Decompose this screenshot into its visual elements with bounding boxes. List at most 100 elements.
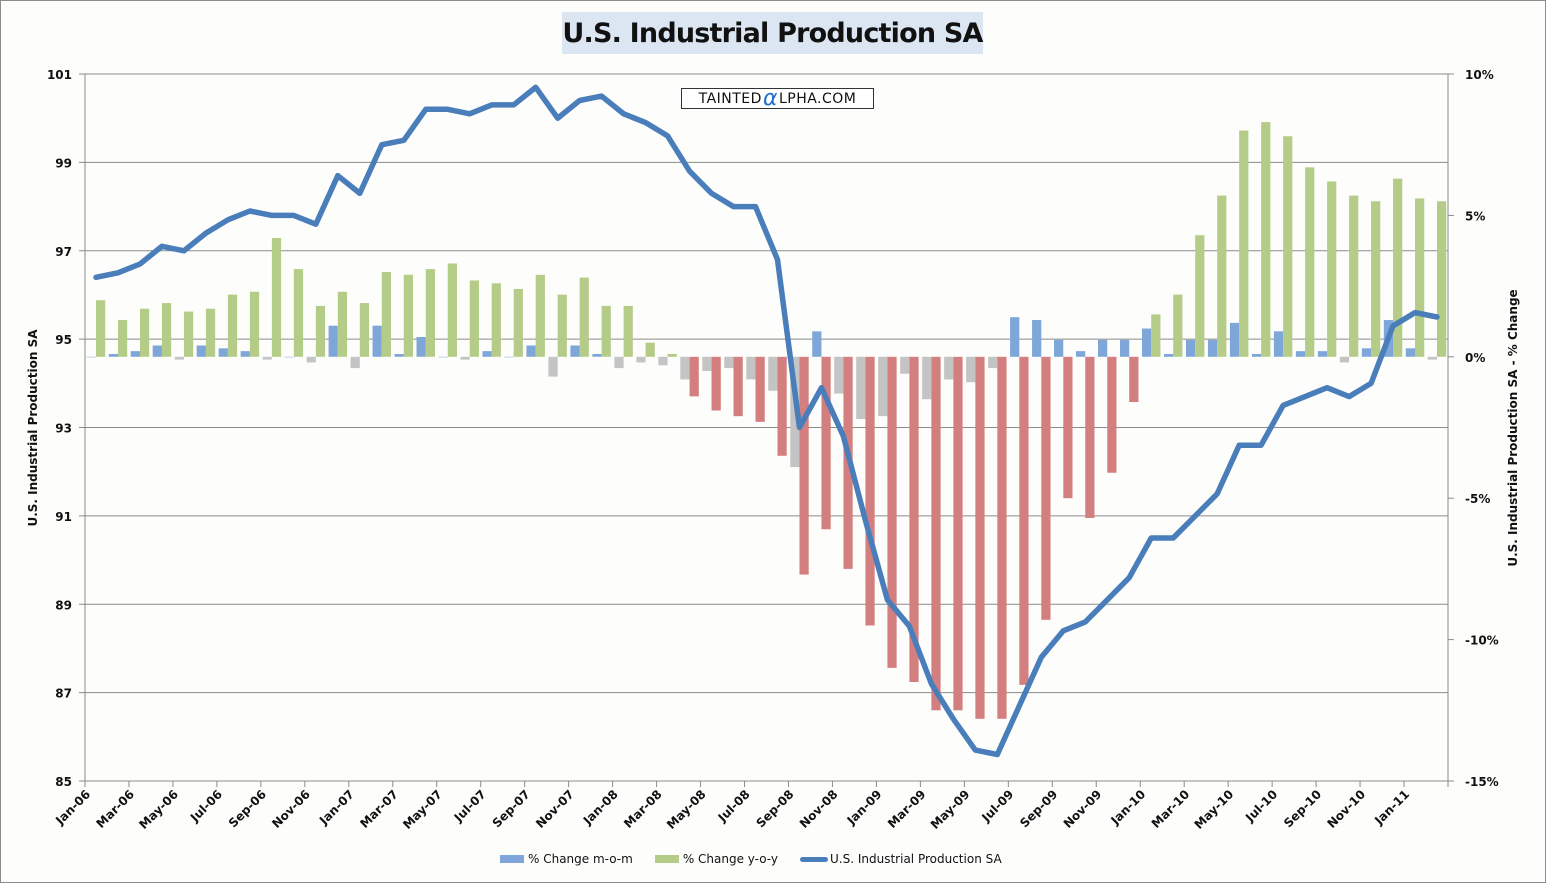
bar-mom	[1229, 322, 1240, 357]
series-yoy-bars	[95, 122, 1447, 719]
bar-yoy	[1063, 356, 1073, 499]
x-tick-label: Sep-10	[1281, 787, 1324, 830]
watermark-prefix: TAINTED	[698, 90, 762, 107]
bar-mom	[174, 356, 184, 360]
bar-mom	[614, 356, 624, 369]
x-tick-label: Mar-07	[357, 787, 401, 831]
x-tick-label: Jan-11	[1371, 787, 1412, 828]
bar-mom	[218, 348, 228, 357]
axes	[79, 73, 1454, 787]
y-right-tick-label: -15%	[1465, 775, 1499, 789]
bar-yoy	[689, 356, 699, 397]
bar-mom	[1427, 356, 1438, 360]
legend-item-ip: U.S. Industrial Production SA	[800, 852, 1002, 866]
legend-swatch-yoy	[654, 855, 679, 863]
bar-yoy	[205, 308, 216, 357]
bar-mom	[1054, 339, 1064, 357]
bar-mom	[504, 356, 514, 358]
bar-mom	[1273, 331, 1284, 357]
bar-yoy	[381, 271, 392, 357]
bar-yoy	[403, 274, 413, 357]
x-tick-label: May-06	[136, 787, 181, 832]
legend-item-mom: % Change m-o-m	[500, 852, 633, 866]
x-tick-label: Nov-06	[269, 787, 313, 831]
bar-yoy	[117, 320, 128, 357]
y-left-tick-label: 93	[55, 422, 72, 436]
bar-yoy	[161, 303, 172, 357]
legend-swatch-mom	[500, 855, 524, 863]
x-tick-label: Sep-06	[226, 787, 269, 830]
bar-yoy	[1349, 195, 1359, 357]
x-tick-label: May-08	[664, 787, 709, 832]
watermark-logo: TAINTED α LPHA.COM	[681, 87, 874, 109]
bar-mom	[856, 356, 866, 420]
bar-yoy	[1371, 201, 1381, 357]
x-tick-label: Jul-10	[1242, 787, 1280, 825]
bar-yoy	[95, 300, 106, 357]
bar-mom	[328, 325, 338, 357]
bar-yoy	[1261, 122, 1271, 357]
x-tick-label: May-07	[400, 787, 445, 832]
bar-yoy	[777, 356, 787, 456]
bar-yoy	[315, 305, 326, 357]
bar-yoy	[469, 280, 479, 357]
bar-yoy	[1327, 181, 1337, 357]
bar-mom	[262, 356, 272, 360]
bar-yoy	[821, 356, 831, 530]
bar-yoy	[755, 356, 765, 422]
bar-yoy	[733, 356, 743, 417]
y-left-tick-label: 97	[55, 245, 72, 259]
bar-mom	[350, 356, 360, 369]
bar-yoy	[337, 291, 348, 357]
bar-yoy	[623, 305, 633, 357]
x-tick-label: Jan-06	[52, 787, 93, 828]
bar-mom	[592, 353, 602, 357]
bar-yoy	[645, 342, 655, 357]
bar-yoy	[249, 291, 260, 357]
bar-yoy	[1151, 314, 1161, 357]
bar-yoy	[1393, 178, 1403, 357]
x-tick-label: Jul-08	[715, 787, 753, 825]
bar-mom	[1251, 353, 1262, 357]
bar-mom	[1339, 356, 1350, 363]
x-tick-label: Jul-07	[451, 787, 489, 825]
bar-yoy	[183, 311, 194, 357]
chart-title: U.S. Industrial Production SA	[562, 17, 983, 49]
y-left-tick-label: 101	[47, 68, 72, 82]
x-tick-label: Sep-07	[490, 787, 533, 830]
watermark-suffix: LPHA.COM	[778, 90, 857, 107]
x-tick-label: Sep-09	[1017, 787, 1060, 830]
bar-yoy	[711, 356, 721, 411]
x-tick-label: Nov-10	[1324, 787, 1368, 831]
bar-mom	[702, 356, 712, 371]
bar-yoy	[601, 305, 611, 357]
bar-mom	[812, 331, 822, 357]
bar-yoy	[271, 238, 282, 357]
x-tick-label: Nov-09	[1061, 787, 1105, 831]
bar-mom	[1361, 348, 1372, 357]
bar-mom	[1163, 353, 1174, 357]
bar-mom	[372, 325, 382, 357]
x-tick-label: Mar-08	[621, 787, 665, 831]
bar-mom	[460, 356, 470, 360]
tick-labels: 85 87 89 91 93 95 97 99 101 -15% -10% -5% 0% 5% 10% Jan…	[47, 68, 1499, 832]
y-left-tick-label: 91	[55, 510, 72, 524]
bar-mom	[570, 345, 580, 357]
bar-yoy	[953, 356, 963, 711]
bar-mom	[240, 351, 250, 357]
bar-mom	[284, 356, 294, 358]
bar-mom	[680, 356, 690, 380]
bar-mom	[1405, 348, 1416, 357]
bar-yoy	[1239, 130, 1249, 357]
bar-yoy	[799, 356, 809, 575]
legend: % Change m-o-m % Change y-o-y U.S. Indus…	[500, 852, 1024, 866]
x-tick-label: Mar-10	[1149, 787, 1193, 831]
y-axis-left-title: U.S. Industrial Production SA	[26, 329, 40, 527]
bar-yoy	[931, 356, 941, 711]
bar-yoy	[887, 356, 897, 668]
bar-mom	[416, 337, 426, 357]
bar-yoy	[1129, 356, 1139, 403]
bar-mom	[944, 356, 954, 380]
x-tick-label: Jul-09	[978, 787, 1016, 825]
bar-yoy	[997, 356, 1007, 719]
